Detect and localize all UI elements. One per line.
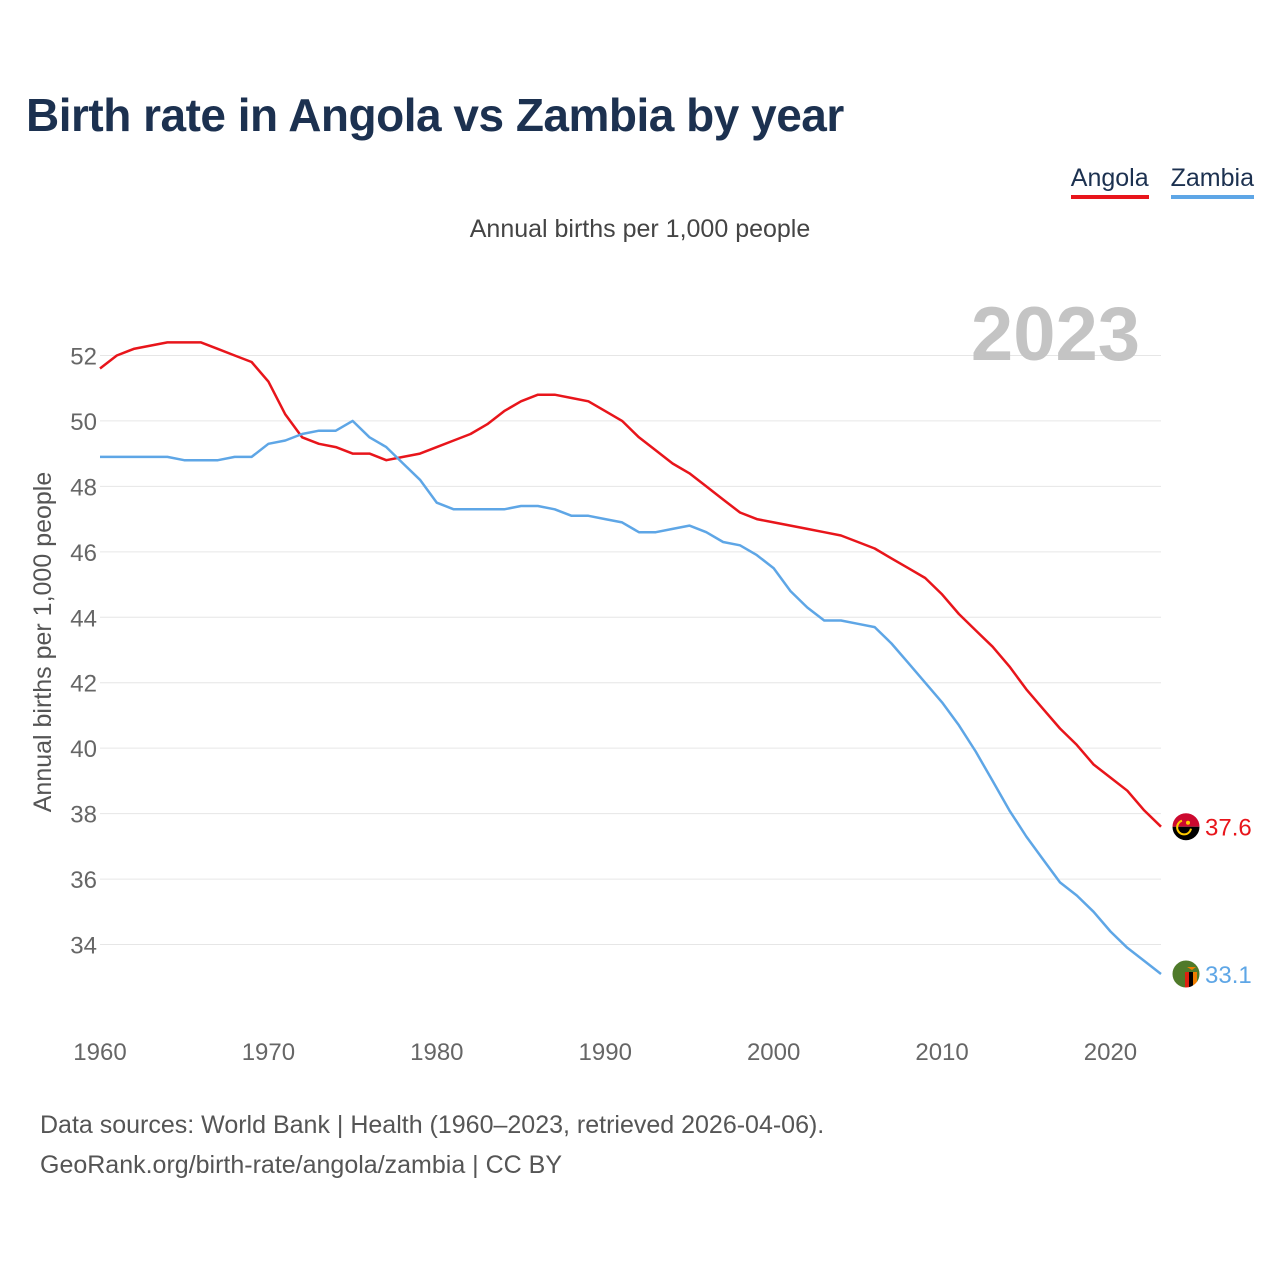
x-tick-label: 1970	[242, 1039, 295, 1066]
y-tick-label: 50	[70, 409, 97, 436]
x-axis-ticks: 1960 1970 1980 1990 2000 2010 2020	[73, 1039, 1137, 1066]
x-tick-label: 1980	[410, 1039, 463, 1066]
legend-item-angola[interactable]: Angola	[1070, 164, 1149, 199]
x-tick-label: 1960	[73, 1039, 126, 1066]
source-line-2[interactable]: GeoRank.org/birth-rate/angola/zambia | C…	[40, 1151, 563, 1179]
source-line-1: Data sources: World Bank | Health (1960–…	[40, 1111, 825, 1139]
x-tick-label: 2000	[747, 1039, 800, 1066]
series-line-angola	[99, 341, 1162, 828]
y-tick-label: 36	[70, 867, 97, 894]
y-axis-label: Annual births per 1,000 people	[29, 472, 57, 813]
legend: Angola Zambia	[1070, 164, 1254, 199]
end-markers: 37.6 33.1	[1171, 812, 1252, 989]
source-note: Data sources: World Bank | Health (1960–…	[40, 1105, 824, 1185]
y-tick-label: 44	[70, 605, 97, 632]
series-layer	[99, 341, 1162, 975]
y-axis-ticks: 34 36 38 40 42 44 46 48 50 52	[70, 343, 97, 959]
zambia-end-value-label: 33.1	[1205, 962, 1252, 989]
y-tick-label: 40	[70, 736, 97, 763]
angola-end-value-label: 37.6	[1205, 815, 1252, 842]
x-tick-label: 2020	[1084, 1039, 1137, 1066]
gridlines	[100, 354, 1161, 946]
y-tick-label: 52	[70, 343, 97, 370]
series-line-zambia	[100, 419, 1162, 975]
angola-flag-marker	[1171, 812, 1201, 842]
chart-subtitle: Annual births per 1,000 people	[469, 215, 811, 243]
legend-item-zambia[interactable]: Zambia	[1170, 164, 1254, 199]
y-tick-label: 34	[70, 933, 97, 960]
x-tick-label: 2010	[915, 1039, 968, 1066]
y-tick-label: 42	[70, 671, 97, 698]
x-tick-label: 1990	[579, 1039, 632, 1066]
y-tick-label: 48	[70, 474, 97, 501]
chart-title: Birth rate in Angola vs Zambia by year	[26, 89, 844, 141]
year-label: 2023	[971, 292, 1140, 377]
zambia-flag-marker	[1171, 959, 1201, 989]
y-tick-label: 46	[70, 540, 97, 567]
y-tick-label: 38	[70, 802, 97, 829]
